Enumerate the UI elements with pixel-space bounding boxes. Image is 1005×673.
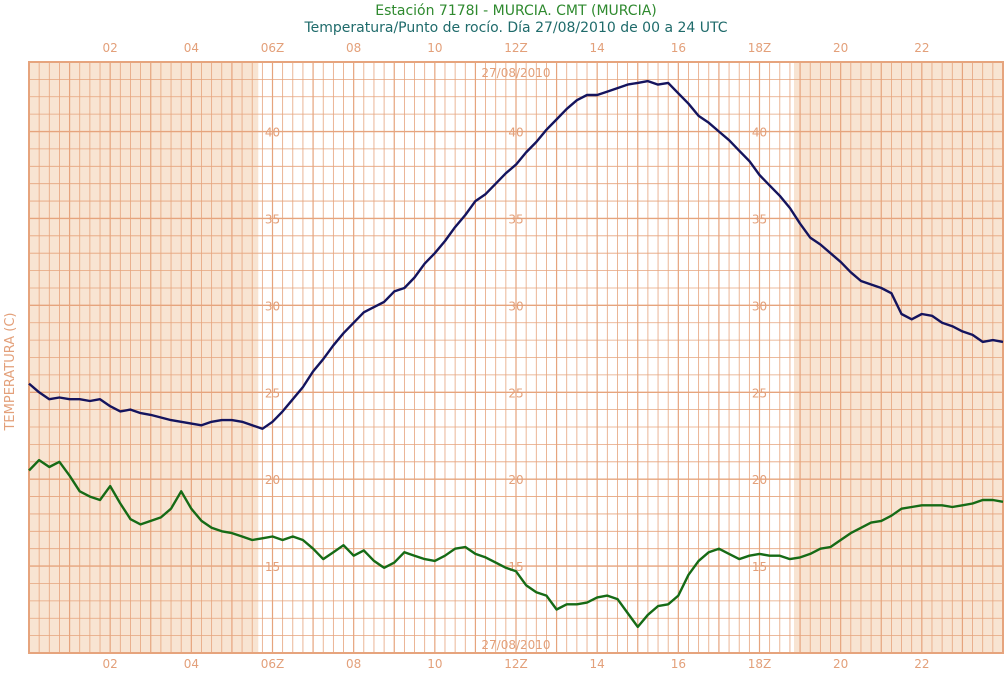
y-tick-label: 30: [752, 299, 767, 313]
chart-subtitle: Temperatura/Punto de rocío. Día 27/08/20…: [304, 20, 728, 36]
date-label-bottom: 27/08/2010: [481, 638, 550, 652]
x-tick-label-bottom: 20: [833, 657, 848, 671]
x-tick-label-bottom: 02: [103, 657, 118, 671]
x-tick-label-top: 06Z: [261, 41, 285, 55]
temperature-line: [28, 79, 1004, 430]
x-tick-label-bottom: 12Z: [504, 657, 528, 671]
y-tick-label: 25: [265, 386, 280, 400]
x-tick-label-top: 16: [671, 41, 686, 55]
x-tick-label-bottom: 14: [590, 657, 605, 671]
y-tick-label: 40: [265, 126, 280, 140]
y-tick-label: 25: [508, 386, 523, 400]
x-tick-label-top: 18Z: [748, 41, 772, 55]
y-tick-label: 35: [508, 212, 523, 226]
series-lines: [28, 79, 1004, 629]
y-tick-label: 30: [265, 299, 280, 313]
y-tick-label: 30: [508, 299, 523, 313]
x-tick-label-bottom: 04: [184, 657, 199, 671]
y-axis-label: TEMPERATURA (C): [3, 312, 18, 431]
x-tick-label-top: 02: [103, 41, 118, 55]
y-tick-label: 25: [752, 386, 767, 400]
chart-title: Estación 7178I - MURCIA. CMT (MURCIA): [375, 3, 657, 19]
y-tick-label: 20: [508, 473, 523, 487]
x-tick-label-top: 04: [184, 41, 199, 55]
y-tick-label: 40: [508, 126, 523, 140]
dewpoint-line: [28, 458, 1004, 629]
y-tick-label: 40: [752, 126, 767, 140]
x-tick-label-bottom: 18Z: [748, 657, 772, 671]
x-tick-label-bottom: 10: [427, 657, 442, 671]
y-tick-label: 35: [752, 212, 767, 226]
x-tick-label-top: 08: [346, 41, 361, 55]
x-tick-label-top: 10: [427, 41, 442, 55]
x-tick-label-bottom: 22: [914, 657, 929, 671]
x-tick-label-top: 12Z: [504, 41, 528, 55]
x-tick-label-top: 20: [833, 41, 848, 55]
x-axis-top: 02 04 06Z 08 10 12Z 14 16 18Z 20 22: [103, 41, 930, 55]
x-tick-label-bottom: 08: [346, 657, 361, 671]
y-tick-label: 15: [752, 560, 767, 574]
plot-frame: [28, 61, 1004, 654]
y-tick-label: 20: [752, 473, 767, 487]
x-tick-label-top: 14: [590, 41, 605, 55]
y-tick-label: 20: [265, 473, 280, 487]
x-tick-label-bottom: 06Z: [261, 657, 285, 671]
x-axis-bottom: 02 04 06Z 08 10 12Z 14 16 18Z 20 22: [103, 657, 930, 671]
x-tick-label-top: 22: [914, 41, 929, 55]
y-tick-label: 15: [265, 560, 280, 574]
x-tick-label-bottom: 16: [671, 657, 686, 671]
date-label-top: 27/08/2010: [481, 66, 550, 80]
y-tick-label: 35: [265, 212, 280, 226]
